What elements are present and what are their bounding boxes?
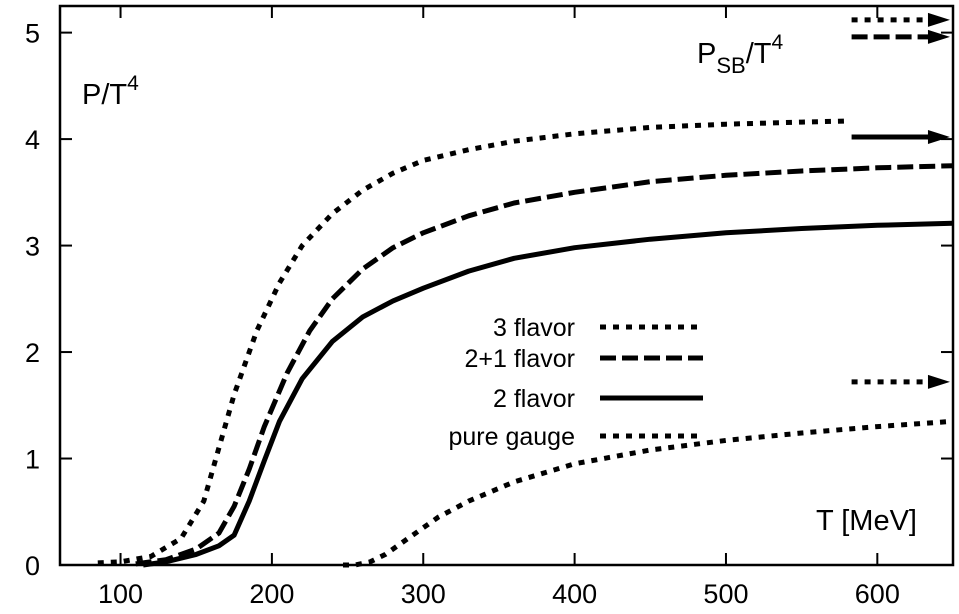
y-tick-label-1: 1 bbox=[25, 445, 40, 475]
y-axis-title-sup: 4 bbox=[127, 72, 139, 95]
series-line-pure-gauge bbox=[343, 418, 954, 568]
series-line-2-flavor bbox=[142, 220, 954, 568]
sb-arrow-head-0 bbox=[927, 12, 950, 27]
y-tick-label-0: 0 bbox=[25, 551, 40, 581]
legend-label-3: pure gauge bbox=[448, 423, 575, 451]
sb-arrow-head-1 bbox=[927, 29, 950, 44]
plot-frame bbox=[58, 4, 955, 567]
y-tick-label-5: 5 bbox=[25, 19, 40, 49]
y-axis-title: P/T4 bbox=[82, 72, 139, 111]
legend-label-0: 3 flavor bbox=[493, 314, 575, 342]
x-axis-title: T [MeV] bbox=[816, 505, 917, 537]
sb-arrow-head-3 bbox=[927, 374, 950, 389]
legend-label-1: 2+1 flavor bbox=[465, 345, 576, 373]
x-axis: 100 200 300 400 500 600 bbox=[98, 6, 900, 609]
x-tick-label-600: 600 bbox=[855, 579, 900, 609]
x-tick-label-200: 200 bbox=[249, 579, 294, 609]
x-tick-label-500: 500 bbox=[703, 579, 748, 609]
series-lines bbox=[97, 118, 954, 568]
y-axis: 0 1 2 3 4 5 bbox=[25, 19, 953, 581]
x-tick-label-100: 100 bbox=[98, 579, 143, 609]
sb-label: PSB/T4 bbox=[697, 31, 783, 78]
series-line-3-flavor bbox=[97, 118, 848, 566]
legend-label-2: 2 flavor bbox=[493, 385, 575, 413]
sb-arrow-head-2 bbox=[927, 129, 950, 144]
x-tick-label-300: 300 bbox=[401, 579, 446, 609]
legend: 3 flavor 2+1 flavor 2 flavor pure gauge bbox=[448, 314, 703, 451]
y-tick-label-2: 2 bbox=[25, 338, 40, 368]
sb-limit-arrows bbox=[851, 12, 950, 389]
x-tick-label-400: 400 bbox=[552, 579, 597, 609]
y-tick-label-4: 4 bbox=[25, 125, 40, 155]
series-line-2-1-flavor bbox=[135, 163, 954, 567]
y-tick-label-3: 3 bbox=[25, 232, 40, 262]
